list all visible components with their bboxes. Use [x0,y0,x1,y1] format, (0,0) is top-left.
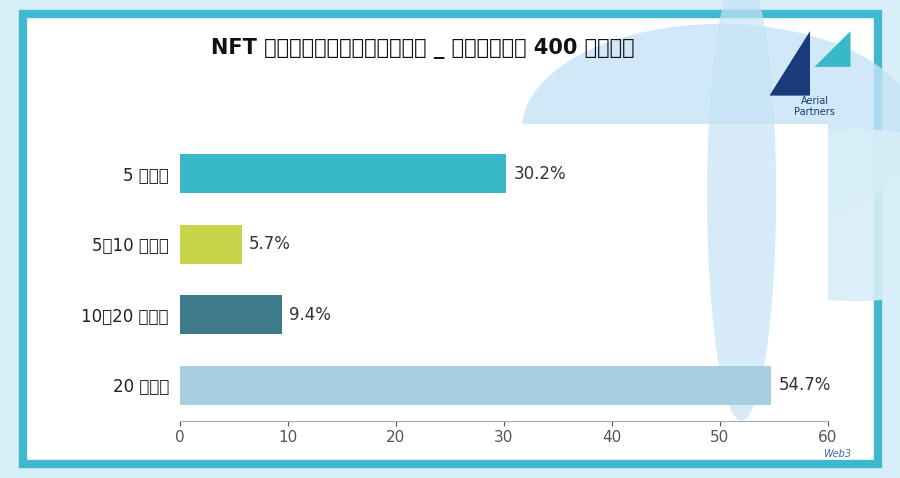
Circle shape [707,0,776,421]
Polygon shape [770,31,810,96]
Text: 5.7%: 5.7% [249,235,291,253]
Text: 30.2%: 30.2% [514,165,566,183]
Polygon shape [814,31,850,67]
Bar [180,366,770,405]
Text: Web3: Web3 [823,449,851,459]
Bar [180,295,282,334]
Text: 54.7%: 54.7% [778,376,831,394]
Text: NFT を所有・売買したことがある _ 所有数（年収 400 万未満）: NFT を所有・売買したことがある _ 所有数（年収 400 万未満） [212,38,634,59]
Text: 9.4%: 9.4% [289,306,331,324]
Bar [180,154,506,193]
Bar [180,225,241,264]
Text: Aerial
Partners: Aerial Partners [794,96,835,117]
